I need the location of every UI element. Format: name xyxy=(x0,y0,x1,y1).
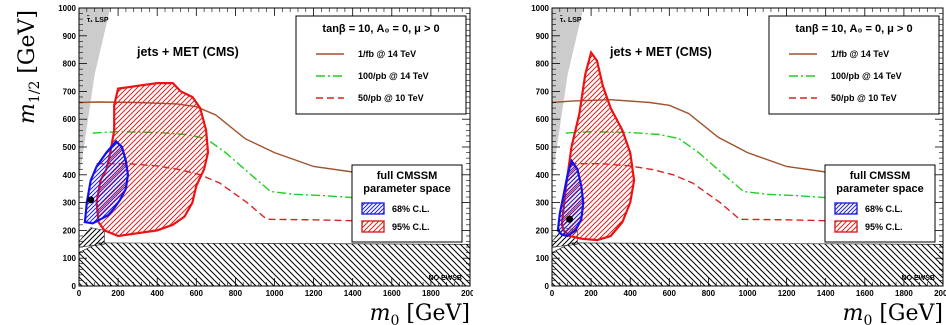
y-tick-label: 600 xyxy=(536,115,550,124)
no-ewsb-label: NO EWSB xyxy=(429,275,462,282)
x-tick-label: 1200 xyxy=(305,289,323,298)
x-tick-label: 1400 xyxy=(817,289,835,298)
legend-region-label: 95% C.L. xyxy=(392,222,430,232)
legend-line-label: 100/pb @ 14 TeV xyxy=(831,71,902,81)
legend-region-swatch xyxy=(361,202,385,215)
legend-line-label: 50/pb @ 10 TeV xyxy=(358,93,424,103)
y-tick-label: 400 xyxy=(536,171,550,180)
no-ewsb-label: NO EWSB xyxy=(902,275,935,282)
x-tick-label: 0 xyxy=(77,289,82,298)
legend-line-label: 50/pb @ 10 TeV xyxy=(831,93,897,103)
x-tick-label: 400 xyxy=(151,289,165,298)
legend-lines-title: tanβ = 10, A₀ = 0, μ > 0 xyxy=(795,23,912,35)
x-tick-label: 1000 xyxy=(739,289,757,298)
y-tick-label: 800 xyxy=(536,60,550,69)
x-tick-label: 1000 xyxy=(266,289,284,298)
legend-lines-box xyxy=(295,15,467,115)
x-tick-label: 1800 xyxy=(895,289,913,298)
legend-regions-title: full CMSSM xyxy=(850,170,911,182)
y-tick-label: 1000 xyxy=(531,4,549,13)
y-tick-label: 400 xyxy=(63,171,77,180)
process-label: jets + MET (CMS) xyxy=(136,45,239,59)
y-tick-label: 500 xyxy=(536,143,550,152)
legend-regions-title: full CMSSM xyxy=(377,170,438,182)
region-95-cl xyxy=(95,82,210,238)
y-axis-title: m1/2 [GeV] xyxy=(15,10,43,124)
legend-line-label: 1/fb @ 14 TeV xyxy=(358,49,416,59)
legend-regions-subtitle: parameter space xyxy=(363,183,450,195)
stau-lsp-region xyxy=(79,8,111,181)
x-tick-label: 1600 xyxy=(856,289,874,298)
legend-region-swatch xyxy=(834,220,858,233)
best-fit-point xyxy=(87,196,95,204)
y-tick-label: 300 xyxy=(63,199,77,208)
process-label: jets + MET (CMS) xyxy=(609,45,712,59)
stau-lsp-label: τ̃₁ LSP xyxy=(86,16,109,24)
x-tick-label: 200 xyxy=(111,289,125,298)
x-tick-label: 1200 xyxy=(778,289,796,298)
x-tick-label: 400 xyxy=(624,289,638,298)
legend-region-swatch xyxy=(361,220,385,233)
legend-lines-box xyxy=(768,15,940,115)
best-fit-point xyxy=(566,215,574,223)
y-tick-label: 700 xyxy=(63,87,77,96)
x-tick-label: 0 xyxy=(550,289,555,298)
legend-region-label: 95% C.L. xyxy=(865,222,903,232)
y-tick-label: 700 xyxy=(536,87,550,96)
y-tick-label: 200 xyxy=(63,226,77,235)
legend-line-label: 100/pb @ 14 TeV xyxy=(358,71,429,81)
stau-lsp-region xyxy=(552,8,584,181)
y-tick-label: 100 xyxy=(536,254,550,263)
y-tick-label: 200 xyxy=(536,226,550,235)
y-tick-label: 600 xyxy=(63,115,77,124)
x-tick-label: 600 xyxy=(663,289,677,298)
stau-lsp-label: τ̃₁ LSP xyxy=(559,16,582,24)
x-tick-label: 800 xyxy=(229,289,243,298)
y-tick-label: 800 xyxy=(63,60,77,69)
x-axis-title: m0 [GeV] xyxy=(843,301,943,325)
y-tick-label: 0 xyxy=(72,282,77,291)
x-tick-label: 600 xyxy=(190,289,204,298)
x-tick-label: 200 xyxy=(584,289,598,298)
x-tick-label: 1600 xyxy=(383,289,401,298)
legend-region-swatch xyxy=(834,202,858,215)
y-tick-label: 300 xyxy=(536,199,550,208)
legend-region-label: 68% C.L. xyxy=(865,204,903,214)
y-axis-title-group: m1/2 [GeV] xyxy=(15,10,43,124)
legend-lines-title: tanβ = 10, A₀ = 0, μ > 0 xyxy=(322,23,439,35)
y-tick-label: 0 xyxy=(545,282,550,291)
x-tick-label: 800 xyxy=(702,289,716,298)
legend-regions-subtitle: parameter space xyxy=(836,183,923,195)
x-tick-label: 1400 xyxy=(344,289,362,298)
x-tick-label: 1800 xyxy=(422,289,440,298)
y-tick-label: 900 xyxy=(63,32,77,41)
legend-line-label: 1/fb @ 14 TeV xyxy=(831,49,889,59)
y-tick-label: 1000 xyxy=(58,4,76,13)
y-tick-label: 500 xyxy=(63,143,77,152)
legend-region-label: 68% C.L. xyxy=(392,204,430,214)
x-axis-title: m0 [GeV] xyxy=(370,301,470,325)
y-tick-label: 900 xyxy=(536,32,550,41)
region-68-cl xyxy=(83,139,130,225)
y-tick-label: 100 xyxy=(63,254,77,263)
region-68-cl xyxy=(556,158,585,238)
